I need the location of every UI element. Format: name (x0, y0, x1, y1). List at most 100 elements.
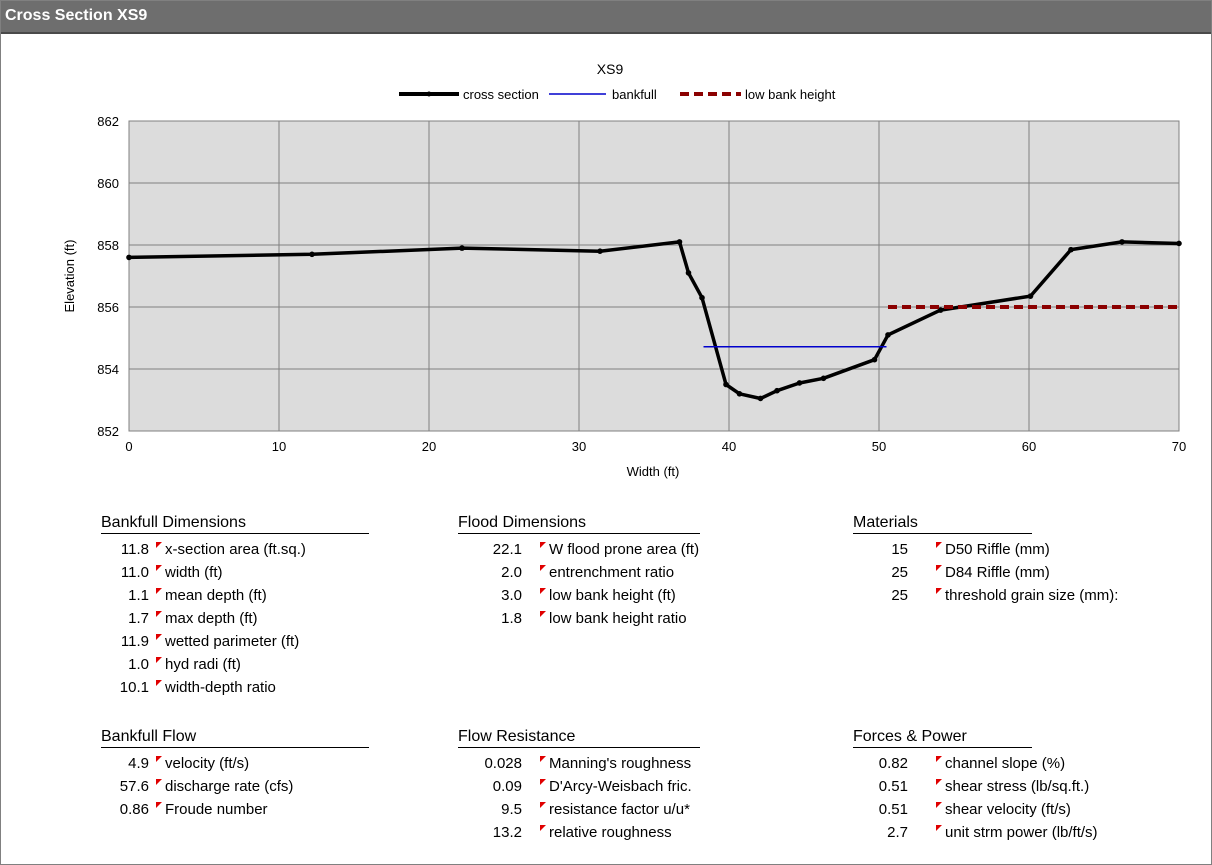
row-label: D'Arcy-Weisbach fric. (549, 778, 692, 795)
table-row: 0.028 Manning's roughness (458, 755, 788, 778)
comment-indicator-icon[interactable] (540, 779, 546, 785)
y-tick-label: 858 (97, 238, 119, 253)
table-row: 2.0 entrenchment ratio (458, 564, 788, 587)
data-point (820, 375, 827, 382)
x-tick-label: 60 (1022, 439, 1036, 454)
comment-indicator-icon[interactable] (936, 779, 942, 785)
comment-indicator-icon[interactable] (156, 542, 162, 548)
row-value: 1.0 (128, 656, 149, 673)
table-row: 57.6 discharge rate (cfs) (101, 778, 431, 801)
data-point (459, 245, 465, 251)
row-label: discharge rate (cfs) (165, 778, 294, 795)
data-point (1027, 293, 1034, 299)
row-label: max depth (ft) (165, 610, 258, 627)
comment-indicator-icon[interactable] (936, 565, 942, 571)
row-value: 0.028 (484, 755, 522, 772)
data-point (309, 251, 315, 258)
data-point (699, 294, 705, 301)
table-row: 22.1 W flood prone area (ft) (458, 541, 788, 564)
comment-indicator-icon[interactable] (156, 634, 162, 640)
row-label: low bank height ratio (549, 610, 687, 627)
row-value: 22.1 (492, 541, 522, 558)
comment-indicator-icon[interactable] (156, 565, 162, 571)
row-label: width (ft) (165, 564, 223, 581)
data-point (676, 239, 683, 245)
comment-indicator-icon[interactable] (156, 657, 162, 663)
row-value: 2.7 (887, 824, 908, 841)
table-row: 0.09 D'Arcy-Weisbach fric. (458, 778, 788, 801)
comment-indicator-icon[interactable] (540, 588, 546, 594)
row-value: 3.0 (501, 587, 522, 604)
table-title: Flood Dimensions (458, 514, 700, 534)
row-label: resistance factor u/u* (549, 801, 690, 818)
comment-indicator-icon[interactable] (156, 611, 162, 617)
row-value: 9.5 (501, 801, 522, 818)
x-tick-label: 0 (125, 439, 132, 454)
comment-indicator-icon[interactable] (540, 756, 546, 762)
row-label: Manning's roughness (549, 755, 692, 772)
table-row: 4.9 velocity (ft/s) (101, 755, 431, 778)
row-value: 0.86 (119, 801, 149, 818)
y-tick-label: 862 (97, 114, 119, 129)
legend: cross section bankfull low bank height (399, 87, 836, 102)
x-tick-label: 50 (872, 439, 886, 454)
row-label: width-depth ratio (165, 679, 276, 696)
row-label: W flood prone area (ft) (549, 541, 700, 558)
row-value: 25 (891, 587, 908, 604)
comment-indicator-icon[interactable] (936, 802, 942, 808)
data-point (736, 391, 743, 397)
comment-indicator-icon[interactable] (936, 588, 942, 594)
row-value: 10.1 (119, 679, 149, 696)
table-row: 11.8 x-section area (ft.sq.) (101, 541, 431, 564)
comment-indicator-icon[interactable] (540, 802, 546, 808)
table-row: 10.1 width-depth ratio (101, 679, 431, 702)
row-label: relative roughness (549, 824, 672, 841)
comment-indicator-icon[interactable] (156, 779, 162, 785)
comment-indicator-icon[interactable] (156, 680, 162, 686)
table-row: 3.0 low bank height (ft) (458, 587, 788, 610)
table-title: Bankfull Dimensions (101, 514, 369, 534)
comment-indicator-icon[interactable] (936, 542, 942, 548)
row-value: 0.82 (878, 755, 908, 772)
comment-indicator-icon[interactable] (540, 542, 546, 548)
row-label: threshold grain size (mm): (945, 587, 1119, 604)
row-label: wetted parimeter (ft) (165, 633, 300, 650)
row-value: 1.8 (501, 610, 522, 627)
comment-indicator-icon[interactable] (156, 802, 162, 808)
table-row: 15 D50 Riffle (mm) (853, 541, 1183, 564)
table-row: 1.1 mean depth (ft) (101, 587, 431, 610)
row-label: Froude number (165, 801, 268, 818)
table-row: 13.2 relative roughness (458, 824, 788, 847)
data-point (1068, 246, 1074, 253)
row-value: 1.7 (128, 610, 149, 627)
plot-area (128, 120, 1180, 432)
window-title-bar[interactable]: Cross Section XS9 (1, 1, 1211, 34)
series-group (126, 239, 1182, 402)
row-label: shear stress (lb/sq.ft.) (945, 778, 1090, 795)
table-title: Materials (853, 514, 1032, 534)
comment-indicator-icon[interactable] (156, 588, 162, 594)
data-point (685, 270, 692, 276)
x-tick-label: 40 (722, 439, 736, 454)
comment-indicator-icon[interactable] (540, 611, 546, 617)
row-label: shear velocity (ft/s) (945, 801, 1071, 818)
comment-indicator-icon[interactable] (156, 756, 162, 762)
row-label: entrenchment ratio (549, 564, 675, 581)
y-tick-label: 856 (97, 300, 119, 315)
row-value: 0.51 (878, 801, 908, 818)
row-value: 1.1 (128, 587, 149, 604)
table-row: 0.86 Froude number (101, 801, 431, 824)
comment-indicator-icon[interactable] (936, 825, 942, 831)
row-value: 15 (891, 541, 908, 558)
data-point (1119, 239, 1125, 245)
row-value: 57.6 (119, 778, 149, 795)
x-tick-labels: 0 10 20 30 40 50 60 70 (125, 439, 1186, 454)
row-value: 0.09 (492, 778, 522, 795)
comment-indicator-icon[interactable] (540, 825, 546, 831)
comment-indicator-icon[interactable] (540, 565, 546, 571)
y-tick-label: 854 (97, 362, 119, 377)
x-tick-label: 70 (1172, 439, 1186, 454)
table-row: 9.5 resistance factor u/u* (458, 801, 788, 824)
comment-indicator-icon[interactable] (936, 756, 942, 762)
x-axis-label: Width (ft) (627, 464, 680, 479)
